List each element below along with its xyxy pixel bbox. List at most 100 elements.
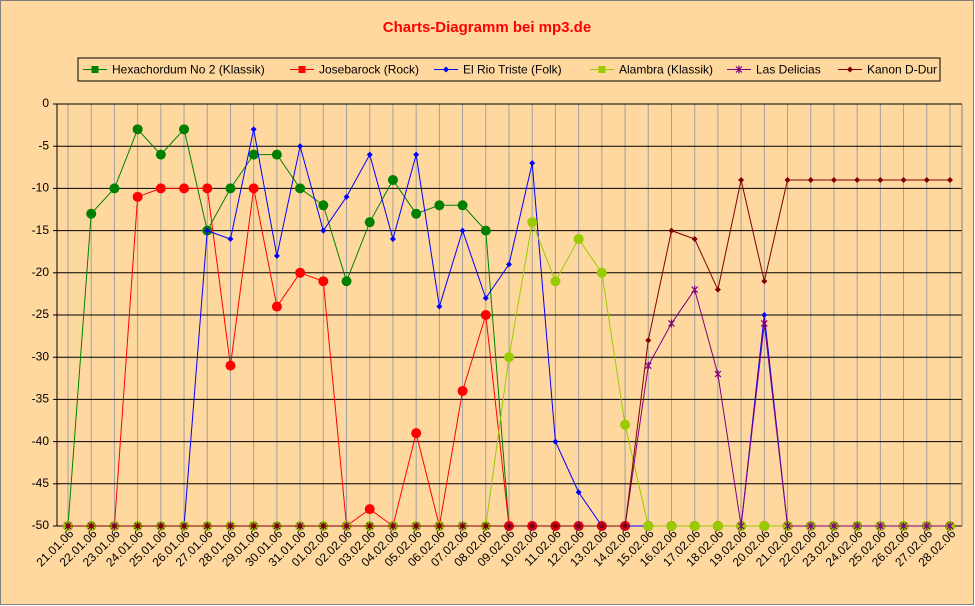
data-point	[227, 236, 234, 243]
data-point	[225, 360, 236, 371]
y-tick-label: -20	[32, 265, 50, 279]
data-point	[877, 176, 884, 183]
data-point	[527, 217, 538, 228]
data-point	[155, 183, 166, 194]
data-point	[807, 176, 814, 183]
data-point	[668, 227, 675, 234]
data-point	[691, 236, 698, 243]
data-point	[181, 523, 188, 529]
data-point	[573, 234, 584, 245]
legend-label: Kanon D-Dur	[867, 63, 937, 77]
data-point	[343, 193, 350, 200]
data-point	[504, 352, 514, 363]
data-point	[691, 285, 699, 294]
y-tick-label: -10	[32, 181, 50, 195]
y-tick-label: -5	[38, 138, 49, 152]
data-point	[86, 208, 97, 219]
data-point	[318, 276, 329, 287]
data-point	[411, 428, 422, 439]
data-point	[413, 151, 420, 158]
data-point	[273, 252, 280, 259]
data-point	[157, 523, 164, 529]
data-point	[225, 183, 236, 194]
data-point	[947, 176, 953, 183]
data-point	[644, 361, 652, 370]
data-point	[596, 267, 607, 278]
y-tick-label: -50	[32, 518, 50, 532]
data-point	[575, 489, 582, 496]
data-point	[273, 523, 280, 529]
data-point	[529, 160, 536, 167]
data-point	[900, 176, 907, 183]
data-point	[364, 217, 375, 228]
y-tick-label: -35	[32, 392, 50, 406]
data-point	[413, 523, 420, 529]
data-point	[761, 278, 768, 285]
data-point	[436, 303, 443, 310]
y-tick-label: -25	[32, 307, 50, 321]
data-point	[202, 183, 213, 194]
data-point	[761, 312, 768, 318]
legend-marker	[735, 65, 743, 74]
data-point	[271, 149, 282, 160]
data-point	[689, 521, 700, 531]
data-point	[411, 208, 422, 219]
legend-marker	[598, 66, 606, 73]
data-point	[714, 370, 722, 379]
data-point	[737, 522, 745, 530]
data-point	[457, 385, 468, 396]
data-point	[830, 176, 837, 183]
legend-label: Josebarock (Rock)	[319, 63, 419, 77]
data-point	[923, 522, 931, 530]
legend-marker	[847, 66, 853, 73]
data-point	[434, 200, 445, 211]
data-point	[784, 522, 791, 530]
data-point	[155, 149, 166, 160]
data-point	[179, 183, 190, 194]
legend	[77, 57, 941, 82]
chart-title: Charts-Diagramm bei mp3.de	[383, 19, 591, 36]
data-point	[179, 124, 190, 135]
legend-label: Hexachordum No 2 (Klassik)	[112, 63, 265, 77]
legend-label: El Rio Triste (Folk)	[463, 63, 562, 77]
data-point	[506, 261, 512, 268]
legend-marker	[298, 66, 306, 73]
data-point	[923, 176, 930, 183]
data-point	[320, 227, 327, 234]
data-point	[204, 227, 211, 234]
data-point	[65, 523, 71, 529]
data-point	[227, 523, 234, 529]
data-point	[714, 286, 721, 293]
data-point	[575, 523, 582, 529]
data-point	[643, 521, 654, 531]
data-point	[876, 522, 884, 530]
data-point	[271, 301, 282, 312]
data-point	[598, 523, 605, 529]
data-point	[297, 143, 304, 150]
data-point	[620, 419, 631, 430]
y-tick-label: -40	[32, 434, 50, 448]
data-point	[529, 523, 536, 529]
data-point	[248, 183, 259, 194]
data-point	[666, 521, 677, 531]
data-point	[459, 227, 466, 234]
data-point	[552, 523, 559, 529]
data-point	[343, 523, 350, 529]
data-point	[295, 267, 306, 278]
data-point	[366, 151, 373, 158]
data-point	[482, 523, 489, 529]
data-point	[341, 276, 352, 287]
data-point	[854, 176, 861, 183]
data-point	[320, 523, 327, 529]
data-point	[132, 124, 143, 135]
data-point	[552, 438, 559, 445]
data-point	[297, 523, 304, 529]
data-point	[248, 149, 259, 160]
data-point	[759, 521, 770, 531]
data-point	[946, 522, 954, 530]
data-point	[784, 176, 791, 183]
data-point	[645, 337, 652, 344]
data-point	[807, 522, 815, 530]
data-point	[389, 523, 396, 529]
